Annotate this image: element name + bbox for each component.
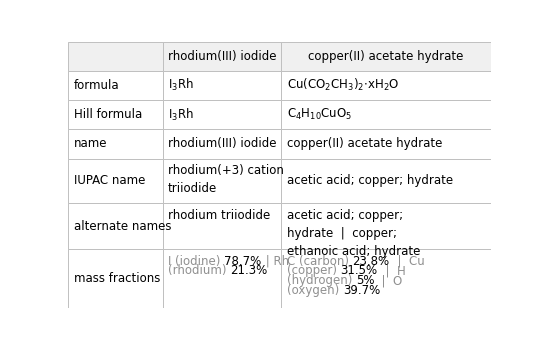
Text: alternate names: alternate names bbox=[74, 220, 171, 233]
Bar bbox=[162, 129, 281, 158]
Text: Hill formula: Hill formula bbox=[74, 108, 142, 121]
Text: (iodine): (iodine) bbox=[175, 255, 225, 268]
Bar bbox=[68, 249, 162, 308]
Bar bbox=[162, 71, 281, 100]
Bar bbox=[162, 203, 281, 249]
Text: copper(II) acetate hydrate: copper(II) acetate hydrate bbox=[308, 49, 464, 63]
Text: 78.7%: 78.7% bbox=[225, 255, 262, 268]
Text: (rhodium): (rhodium) bbox=[168, 264, 231, 277]
Bar bbox=[162, 100, 281, 129]
Text: (carbon): (carbon) bbox=[299, 255, 353, 268]
Text: rhodium triiodide: rhodium triiodide bbox=[168, 209, 270, 221]
Text: C: C bbox=[287, 255, 299, 268]
Text: acetic acid; copper; hydrate: acetic acid; copper; hydrate bbox=[287, 174, 453, 188]
Bar bbox=[68, 158, 162, 203]
Bar bbox=[68, 129, 162, 158]
Bar bbox=[281, 249, 490, 308]
Bar bbox=[281, 129, 490, 158]
Bar bbox=[281, 100, 490, 129]
Text: |  O: | O bbox=[374, 274, 403, 287]
Text: (copper): (copper) bbox=[287, 264, 341, 277]
Bar bbox=[281, 42, 490, 71]
Text: $\mathregular{C_4H_{10}CuO_5}$: $\mathregular{C_4H_{10}CuO_5}$ bbox=[287, 107, 352, 122]
Text: formula: formula bbox=[74, 79, 119, 92]
Text: rhodium(+3) cation
triiodide: rhodium(+3) cation triiodide bbox=[168, 164, 284, 195]
Text: 39.7%: 39.7% bbox=[343, 284, 380, 297]
Text: I: I bbox=[168, 255, 175, 268]
Text: name: name bbox=[74, 137, 107, 151]
Text: (oxygen): (oxygen) bbox=[287, 284, 343, 297]
Text: 31.5%: 31.5% bbox=[341, 264, 378, 277]
Bar bbox=[281, 158, 490, 203]
Text: rhodium(III) iodide: rhodium(III) iodide bbox=[168, 137, 277, 151]
Text: 5%: 5% bbox=[356, 274, 374, 287]
Text: IUPAC name: IUPAC name bbox=[74, 174, 145, 188]
Bar bbox=[281, 203, 490, 249]
Text: rhodium(III) iodide: rhodium(III) iodide bbox=[168, 49, 276, 63]
Text: $\mathregular{I_3Rh}$: $\mathregular{I_3Rh}$ bbox=[168, 107, 194, 123]
Text: (hydrogen): (hydrogen) bbox=[287, 274, 356, 287]
Bar bbox=[68, 42, 162, 71]
Bar bbox=[162, 158, 281, 203]
Text: mass fractions: mass fractions bbox=[74, 272, 160, 285]
Text: copper(II) acetate hydrate: copper(II) acetate hydrate bbox=[287, 137, 442, 151]
Bar bbox=[281, 71, 490, 100]
Bar bbox=[162, 249, 281, 308]
Bar bbox=[68, 100, 162, 129]
Text: |  Cu: | Cu bbox=[390, 255, 425, 268]
Text: | Rh: | Rh bbox=[262, 255, 289, 268]
Bar bbox=[68, 71, 162, 100]
Text: |  H: | H bbox=[378, 264, 405, 277]
Text: $\mathregular{Cu(CO_2CH_3)_2{\cdot}xH_2O}$: $\mathregular{Cu(CO_2CH_3)_2{\cdot}xH_2O… bbox=[287, 78, 399, 93]
Bar bbox=[162, 42, 281, 71]
Text: 21.3%: 21.3% bbox=[231, 264, 268, 277]
Bar bbox=[68, 203, 162, 249]
Text: $\mathregular{I_3Rh}$: $\mathregular{I_3Rh}$ bbox=[168, 78, 194, 93]
Text: acetic acid; copper;
hydrate  |  copper;
ethanoic acid; hydrate: acetic acid; copper; hydrate | copper; e… bbox=[287, 209, 420, 258]
Text: 23.8%: 23.8% bbox=[353, 255, 390, 268]
